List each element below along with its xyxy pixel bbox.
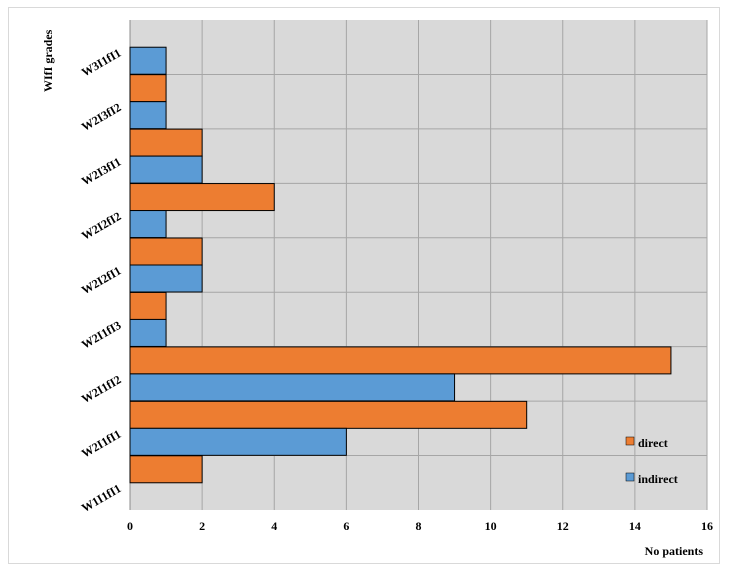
bar-direct-W2I2fI1 <box>129 237 203 266</box>
y-tick-label: W1I1fI1 <box>79 481 124 515</box>
x-tick-label: 10 <box>485 519 497 533</box>
bar-indirect-W2I2fI2 <box>129 210 167 239</box>
bar-direct-W2I2fI2 <box>129 183 275 212</box>
y-tick-label: W2I3fI1 <box>79 155 124 189</box>
legend-swatch-direct <box>625 436 635 446</box>
bar-direct-W2I1fI3 <box>129 291 167 320</box>
y-tick-label: W2I1fI1 <box>79 427 124 461</box>
bar-direct-W2I3fI2 <box>129 74 167 103</box>
x-tick-label: 0 <box>127 519 133 533</box>
y-tick-label: W3I1fI1 <box>79 46 124 80</box>
bars <box>129 46 672 484</box>
bar-indirect-W2I1fI3 <box>129 318 167 347</box>
bar-indirect-W2I2fI1 <box>129 264 203 293</box>
legend: direct indirect <box>625 436 678 486</box>
bar-indirect-W2I3fI2 <box>129 101 167 130</box>
bar-direct-W1I1fI1 <box>129 455 203 484</box>
x-tick-label: 2 <box>199 519 205 533</box>
legend-label-indirect: indirect <box>638 472 678 486</box>
x-tick-label: 12 <box>557 519 569 533</box>
x-tick-label: 14 <box>629 519 641 533</box>
y-tick-label: W2I1fI2 <box>79 372 124 406</box>
y-tick-labels: W1I1fI1 W2I1fI1 W2I1fI2 W2I1fI3 W2I2fI1 W2I2f… <box>79 46 124 515</box>
bar-indirect-W2I3fI1 <box>129 155 203 184</box>
x-tick-label: 8 <box>416 519 422 533</box>
x-tick-label: 6 <box>343 519 349 533</box>
x-tick-label: 4 <box>271 519 277 533</box>
y-tick-label: W2I3fI2 <box>79 100 124 134</box>
y-axis-title: WIfI grades <box>41 29 55 92</box>
bar-indirect-W2I1fI1 <box>129 427 347 456</box>
legend-swatch-indirect <box>625 472 635 482</box>
x-axis-title: No patients <box>645 544 704 558</box>
bar-direct-W2I3fI1 <box>129 128 203 157</box>
x-tick-labels: 0 2 4 6 8 10 12 14 16 <box>127 519 713 533</box>
legend-label-direct: direct <box>638 436 668 450</box>
y-tick-label: W2I2fI2 <box>79 209 124 243</box>
bar-indirect-W2I1fI2 <box>129 373 456 402</box>
y-tick-label: W2I2fI1 <box>79 263 124 297</box>
bar-direct-W2I1fI2 <box>129 346 672 375</box>
x-tick-label: 16 <box>701 519 713 533</box>
bar-indirect-W3I1fI1 <box>129 46 167 75</box>
y-tick-label: W2I1fI3 <box>79 318 124 352</box>
bar-direct-W2I1fI1 <box>129 400 528 429</box>
